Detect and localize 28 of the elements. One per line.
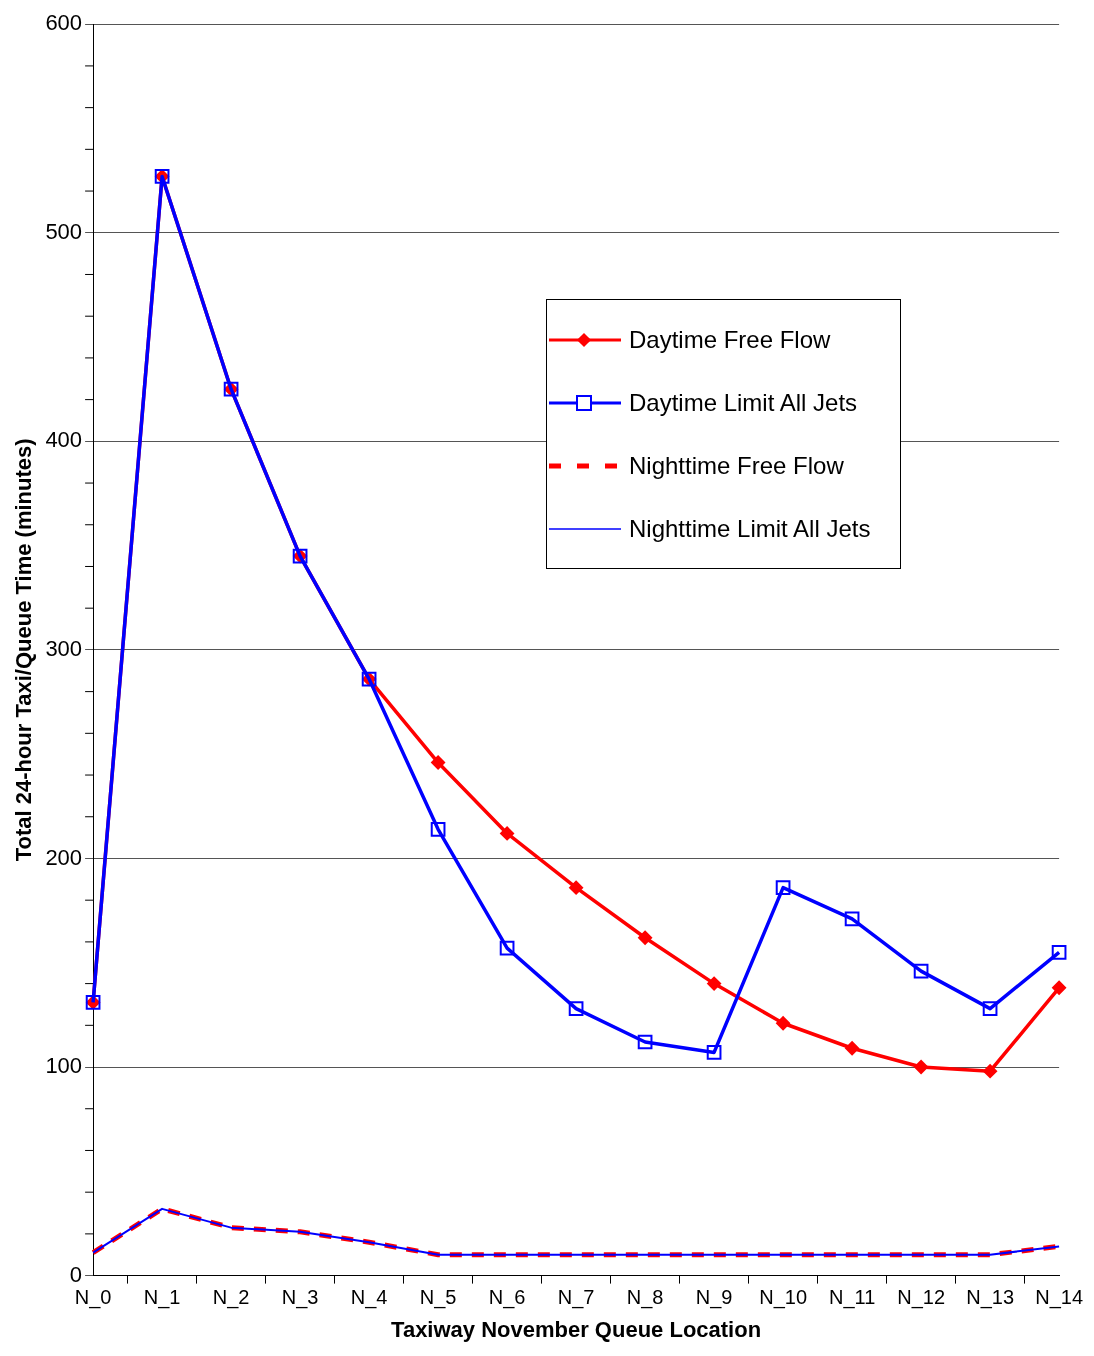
x-tick-label: N_12: [897, 1286, 945, 1310]
x-tick-label: N_11: [828, 1286, 876, 1310]
x-tick-label: N_3: [281, 1286, 319, 1310]
legend-label: Daytime Limit All Jets: [629, 388, 858, 417]
legend-label: Daytime Free Flow: [629, 325, 831, 354]
x-tick-label: N_8: [626, 1286, 664, 1310]
x-tick-label: N_0: [74, 1286, 112, 1310]
y-tick-label: 300: [45, 635, 83, 661]
x-tick-label: N_6: [488, 1286, 526, 1310]
y-tick-label: 500: [45, 218, 83, 244]
y-tick-label: 400: [45, 427, 83, 453]
x-tick-label: N_4: [350, 1286, 388, 1310]
legend-label: Nighttime Limit All Jets: [629, 514, 871, 543]
x-axis-title: Taxiway November Queue Location: [391, 1316, 762, 1342]
x-tick-label: N_13: [966, 1286, 1014, 1310]
x-tick-label: N_14: [1035, 1286, 1083, 1310]
x-tick-label: N_5: [419, 1286, 457, 1310]
x-tick-label: N_9: [695, 1286, 733, 1310]
x-tick-label: N_2: [212, 1286, 250, 1310]
y-tick-label: 100: [45, 1053, 83, 1079]
y-tick-label: 0: [69, 1261, 83, 1287]
x-tick-label: N_10: [759, 1286, 807, 1310]
y-tick-label: 200: [45, 844, 83, 870]
x-tick-label: N_1: [143, 1286, 181, 1310]
legend-label: Nighttime Free Flow: [629, 451, 844, 480]
x-tick-label: N_7: [557, 1286, 595, 1310]
y-tick-label: 600: [45, 10, 83, 36]
y-axis-title: Total 24-hour Taxi/Queue Time (minutes): [11, 438, 37, 862]
